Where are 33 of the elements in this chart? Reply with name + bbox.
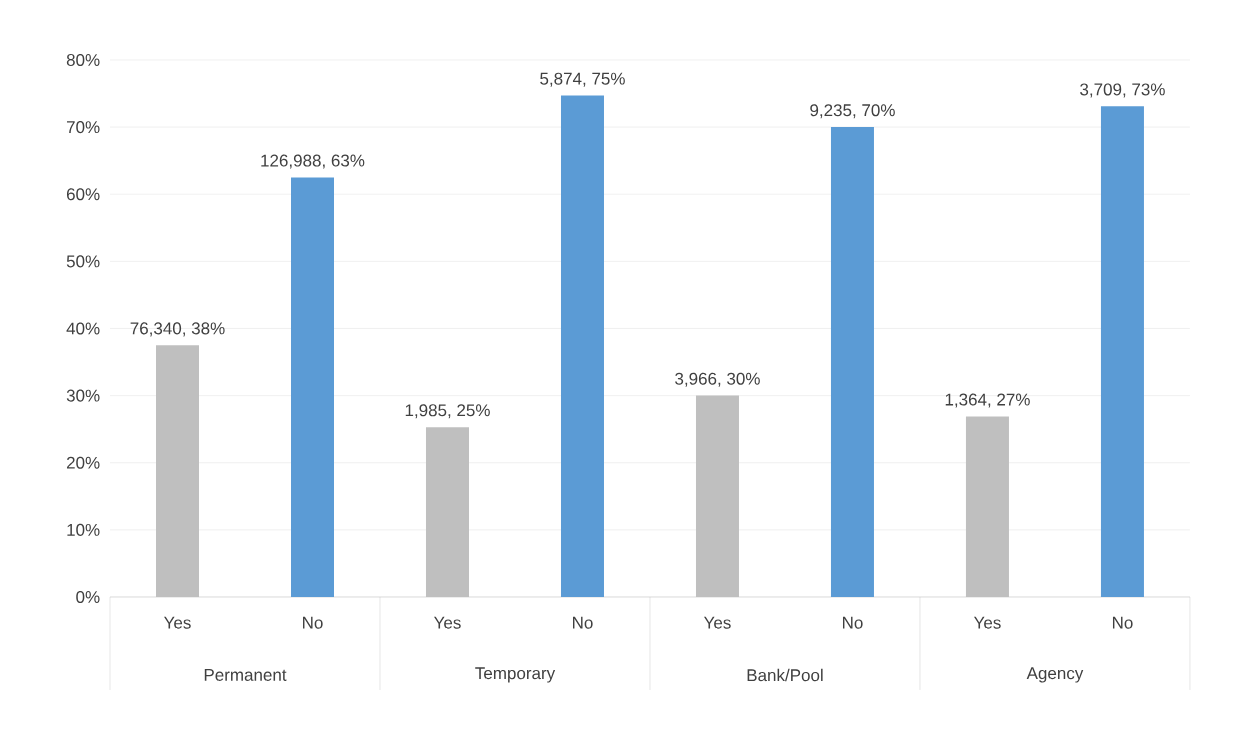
- text: Agency: [1026, 667, 1084, 683]
- data-label: 76,340, 38%: [130, 322, 225, 337]
- data-label: 1,364, 27%: [945, 393, 1030, 408]
- bar: [1100, 106, 1144, 597]
- y-tick-label: 60%: [66, 188, 100, 201]
- data-label: 126,988, 63%: [261, 154, 365, 169]
- y-tick-label: 10%: [67, 523, 100, 536]
- y-tick-label: 50%: [66, 255, 100, 268]
- y-tick-label: 0%: [76, 590, 100, 604]
- text: Bank/Pool: [747, 668, 823, 682]
- bar: [830, 127, 874, 597]
- text: Temporary: [475, 667, 556, 683]
- data-label: 3,709, 73%: [1080, 83, 1165, 98]
- data-label: 5,874, 75%: [540, 72, 625, 87]
- x-tick-label: No: [573, 616, 593, 629]
- x-tick-label: Yes: [434, 616, 461, 629]
- text: Permanent: [204, 669, 287, 681]
- x-tick-label: No: [1112, 616, 1133, 629]
- bar: [291, 177, 334, 597]
- y-tick-label: 80%: [66, 53, 100, 67]
- bar: [560, 95, 604, 597]
- data-label: 3,966, 30%: [675, 372, 760, 387]
- x-tick-label: Yes: [973, 616, 1001, 629]
- x-tick-label: Yes: [703, 616, 731, 629]
- x-tick-label: No: [303, 616, 323, 629]
- y-tick-label: 40%: [66, 322, 100, 335]
- x-tick-label: Yes: [164, 616, 191, 629]
- x-tick-label: No: [842, 616, 863, 629]
- data-label: 1,985, 25%: [405, 404, 490, 419]
- data-label: 9,235, 70%: [810, 104, 895, 119]
- y-tick-label: 30%: [66, 389, 100, 402]
- y-tick-label: 20%: [66, 456, 100, 469]
- y-tick-label: 70%: [66, 121, 100, 134]
